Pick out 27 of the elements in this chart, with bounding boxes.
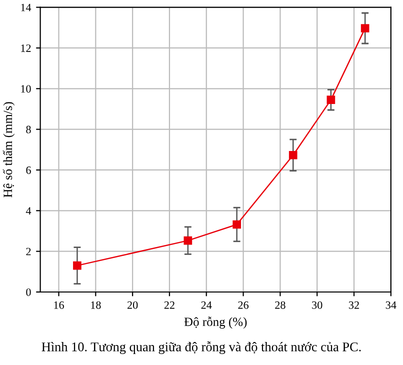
point <box>184 236 192 245</box>
x-axis-title: Độ rỗng (%) <box>184 316 247 329</box>
x-tick-label: 34 <box>386 301 396 309</box>
x-tick-label: 30 <box>312 301 322 309</box>
y-axis-title: Hệ số thấm (mm/s) <box>2 102 15 198</box>
y-tick-label: 14 <box>21 4 32 12</box>
x-tick-label: 16 <box>54 301 64 309</box>
x-tick-label: 20 <box>128 301 138 309</box>
y-tick-label: 8 <box>26 126 31 134</box>
text: Hình 10. Tương quan giữa độ rỗng và độ thoát nước của PC. <box>42 341 361 354</box>
y-tick-label: 12 <box>21 44 31 52</box>
y-tick-label: 2 <box>26 248 31 256</box>
x-tick-label: 26 <box>238 301 249 309</box>
x-tick-label: 28 <box>275 301 286 309</box>
x-tick-label: 22 <box>164 301 174 309</box>
y-tick-label: 0 <box>26 288 31 296</box>
y-tick-label: 10 <box>21 85 31 93</box>
y-tick-label: 4 <box>26 207 32 215</box>
x-tick-label: 32 <box>348 301 359 309</box>
point <box>232 220 241 229</box>
point <box>360 24 370 32</box>
point <box>288 150 298 160</box>
x-tick-label: 24 <box>201 301 212 309</box>
x-tick-label: 18 <box>91 301 101 309</box>
point <box>326 96 336 104</box>
y-tick-label: 6 <box>26 166 31 174</box>
point <box>73 261 82 270</box>
